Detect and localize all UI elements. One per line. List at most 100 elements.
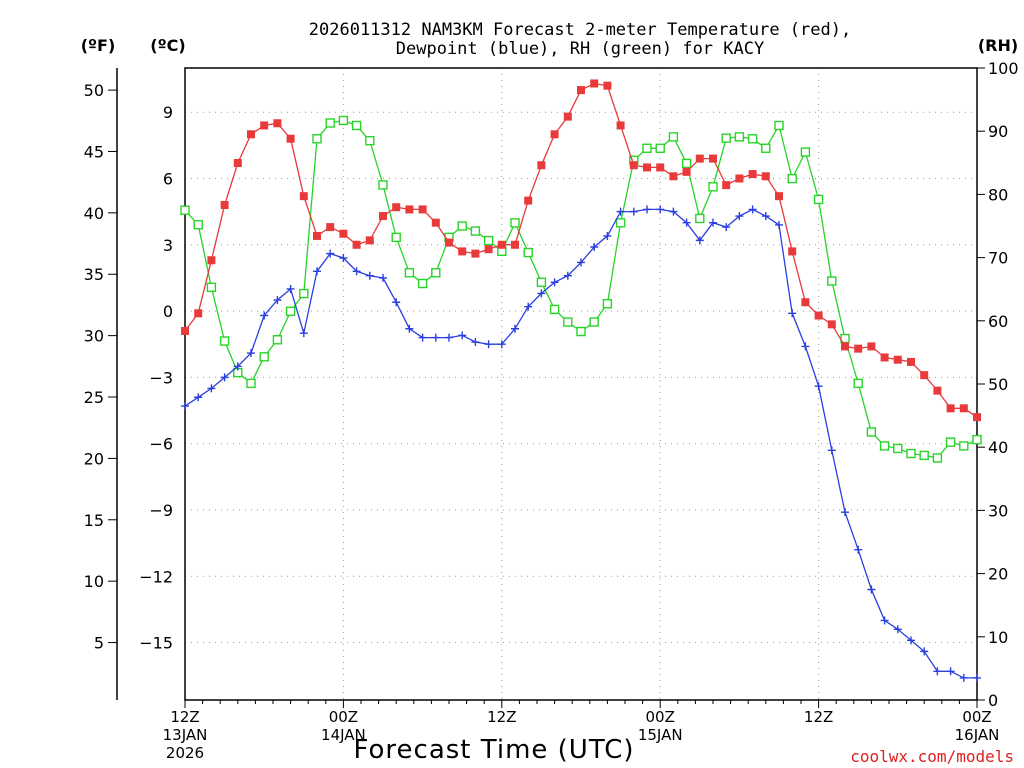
temperature-point	[405, 205, 414, 214]
rh-point	[879, 441, 890, 451]
series-temperature	[181, 79, 981, 422]
dewpoint-point	[761, 212, 770, 221]
dewpoint-point	[590, 242, 599, 251]
fahrenheit-tick-label: 20	[84, 449, 104, 468]
temperature-point	[748, 170, 757, 179]
rh-point	[563, 317, 573, 327]
rh-point	[391, 232, 401, 243]
temperature-point	[511, 240, 519, 249]
rh-point	[206, 282, 217, 293]
temperature-point	[577, 86, 585, 95]
temperature-point	[418, 205, 427, 214]
temperature-point	[656, 163, 665, 172]
celsius-unit-label: (ºC)	[150, 36, 185, 55]
time-tick-label: 2026	[166, 744, 204, 762]
dewpoint-point	[392, 298, 401, 307]
rh-point	[338, 115, 349, 126]
temperature-line	[184, 82, 978, 418]
rh-tick-label: 70	[988, 249, 1008, 268]
temperature-point	[286, 134, 295, 143]
fahrenheit-tick-label: 50	[84, 81, 104, 100]
dewpoint-point	[748, 205, 757, 214]
rh-point	[959, 441, 969, 451]
temperature-point	[973, 413, 981, 422]
credit-text: coolwx.com/models	[850, 747, 1014, 766]
temperature-point	[273, 119, 282, 128]
celsius-tick-label: −9	[149, 501, 173, 520]
dewpoint-point	[801, 342, 810, 351]
rh-point	[576, 326, 586, 337]
rh-point	[945, 437, 956, 447]
temperature-point	[524, 196, 533, 205]
x-axis-label: Forecast Time (UTC)	[353, 735, 634, 765]
rh-point	[932, 453, 943, 463]
rh-unit-label: (RH)	[978, 36, 1018, 55]
time-tick-label: 00Z	[962, 708, 991, 726]
temperature-point	[682, 167, 691, 176]
dewpoint-point	[247, 349, 255, 358]
dewpoint-point	[418, 333, 427, 342]
time-tick-label: 00Z	[646, 708, 675, 726]
dewpoint-point	[524, 302, 533, 311]
dewpoint-point	[313, 267, 321, 276]
rh-point	[761, 143, 771, 153]
temperature-point	[867, 342, 876, 351]
celsius-tick-label: 6	[163, 169, 173, 188]
rh-tick-label: 100	[988, 59, 1019, 78]
temperature-point	[827, 320, 836, 329]
temperature-point	[313, 231, 321, 240]
temperature-point	[379, 212, 387, 221]
rh-point	[655, 143, 665, 153]
rh-point	[906, 448, 916, 459]
dewpoint-point	[194, 393, 203, 402]
rh-point	[708, 182, 718, 192]
rh-point	[299, 288, 309, 299]
rh-point	[695, 213, 705, 224]
temperature-point	[669, 172, 678, 181]
dewpoint-point	[233, 362, 242, 371]
temperature-point	[775, 192, 783, 201]
temperature-point	[814, 311, 823, 320]
rh-point	[866, 427, 877, 437]
dewpoint-point	[973, 673, 981, 682]
rh-point	[721, 133, 731, 143]
temperature-point	[194, 309, 203, 318]
rh-point	[325, 118, 335, 128]
rh-point	[589, 317, 599, 327]
dewpoint-point	[471, 338, 480, 347]
dewpoint-point	[563, 271, 572, 280]
temperature-point	[537, 161, 546, 170]
temperature-point	[603, 81, 612, 90]
rh-point	[180, 205, 190, 215]
temperature-point	[695, 154, 704, 163]
dewpoint-point	[273, 296, 282, 305]
rh-point	[457, 221, 467, 231]
rh-tick-label: 30	[988, 501, 1008, 520]
temperature-point	[907, 357, 915, 366]
rh-point	[853, 378, 863, 389]
chart-title-line-1: 2026011312 NAM3KM Forecast 2-meter Tempe…	[309, 20, 851, 40]
dewpoint-point	[207, 384, 216, 393]
dewpoint-point	[339, 254, 348, 263]
temperature-point	[643, 163, 651, 172]
dewpoint-point	[299, 329, 308, 338]
temperature-point	[220, 201, 229, 210]
temperature-point	[629, 161, 638, 170]
temperature-point	[326, 223, 335, 232]
dewpoint-point	[458, 331, 467, 340]
rh-point	[510, 218, 520, 228]
time-tick-label: 12Z	[170, 708, 199, 726]
dewpoint-point	[827, 446, 836, 455]
celsius-tick-label: 9	[163, 103, 173, 122]
time-tick-label: 14JAN	[321, 726, 366, 744]
temperature-point	[260, 121, 269, 130]
dewpoint-point	[867, 585, 876, 594]
time-tick-label: 13JAN	[163, 726, 208, 744]
rh-point	[893, 443, 903, 454]
temperature-point	[497, 240, 506, 249]
dewpoint-point	[775, 220, 783, 229]
time-tick-label: 00Z	[329, 708, 358, 726]
temperature-point	[735, 174, 744, 183]
